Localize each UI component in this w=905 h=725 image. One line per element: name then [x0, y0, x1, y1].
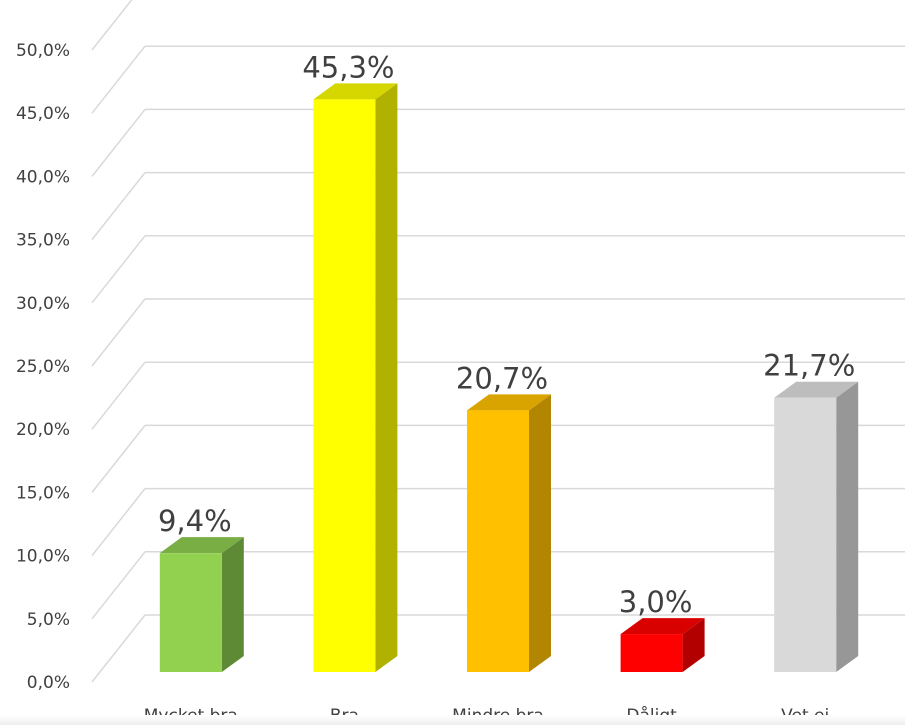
- gridline-diagonal: [91, 298, 146, 367]
- bar-front: [774, 397, 837, 672]
- y-tick-label: 0,0%: [27, 673, 70, 693]
- y-tick-label: 45,0%: [16, 104, 70, 124]
- bar-front: [313, 99, 376, 672]
- data-label: 9,4%: [158, 504, 232, 538]
- data-label: 45,3%: [302, 50, 394, 84]
- gridline-diagonal: [91, 45, 146, 114]
- data-label: 21,7%: [763, 349, 855, 383]
- y-tick-label: 25,0%: [16, 357, 70, 377]
- gridline-diagonal: [91, 108, 146, 177]
- bottom-edge: [0, 715, 905, 725]
- bar-4: [620, 618, 705, 672]
- gridline-diagonal: [91, 614, 146, 683]
- y-tick-label: 5,0%: [27, 610, 70, 630]
- y-tick-label: 10,0%: [16, 547, 70, 567]
- labels-layer: 0,0% 5,0% 10,0% 15,0% 20,0% 25,0% 30,0% 35,0% 40…: [16, 41, 855, 725]
- bar-front: [467, 410, 529, 672]
- data-label: 3,0%: [619, 585, 693, 619]
- gridline-diagonal: [91, 0, 133, 51]
- bar-side: [836, 381, 859, 672]
- bar-top: [774, 381, 859, 398]
- bar-1: [159, 537, 244, 672]
- bar-top: [159, 537, 244, 554]
- bar-side: [529, 394, 551, 672]
- data-label: 20,7%: [456, 361, 548, 395]
- y-tick-label: 20,0%: [16, 420, 70, 440]
- gridline-diagonal: [91, 172, 146, 241]
- bar-side: [221, 537, 244, 672]
- bars-layer: [159, 83, 859, 672]
- gridline-diagonal: [91, 235, 146, 304]
- bar-front: [620, 634, 683, 672]
- y-tick-label: 40,0%: [16, 167, 70, 187]
- gridline-diagonal: [91, 551, 146, 620]
- bar-side: [375, 83, 398, 672]
- bar-5: [774, 381, 859, 672]
- gridline-diagonal: [91, 424, 146, 493]
- y-tick-label: 15,0%: [16, 483, 70, 503]
- gridline-diagonal: [91, 361, 146, 430]
- bar-3: [467, 394, 551, 672]
- bar-side: [682, 618, 705, 672]
- y-tick-label: 50,0%: [16, 41, 70, 61]
- y-tick-label: 30,0%: [16, 294, 70, 314]
- bar-top: [620, 618, 705, 635]
- bar-2: [313, 83, 398, 672]
- bar-top: [467, 394, 551, 411]
- bar-top: [313, 83, 398, 100]
- y-tick-label: 35,0%: [16, 231, 70, 251]
- gridline-diagonal: [91, 488, 146, 557]
- bar-front: [159, 553, 222, 672]
